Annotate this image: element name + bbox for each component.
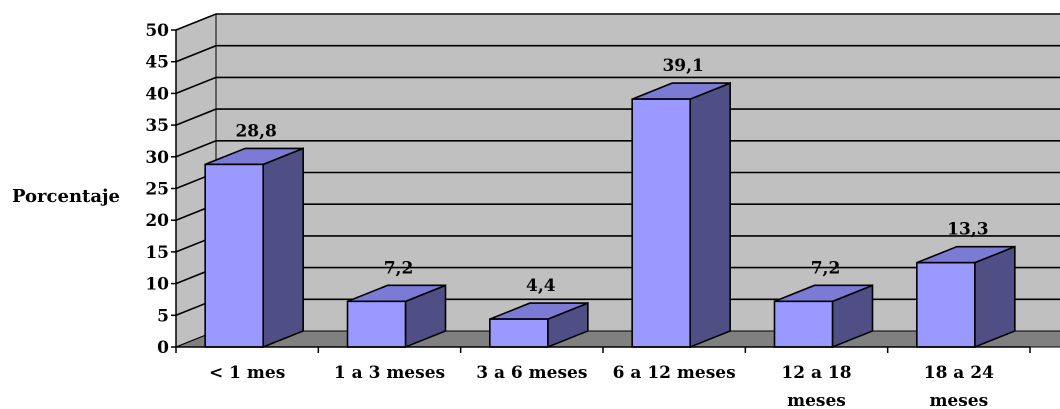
bars: 28,8 7,2 4,4 39,1 7,2 13,3 [204, 56, 1016, 349]
bar-front [916, 261, 976, 348]
y-tick-label: 0 [157, 338, 169, 358]
y-tick-label: 35 [145, 116, 169, 136]
x-axis: < 1 mes 1 a 3 meses 3 a 6 meses 6 a 12 mese… [175, 346, 1031, 409]
bar: 39,1 [631, 56, 731, 349]
gridline [175, 13, 1060, 31]
gridline [175, 108, 1060, 126]
data-label: 28,8 [235, 121, 276, 141]
bar-front [631, 98, 691, 348]
data-label: 13,3 [947, 220, 988, 240]
gridline [175, 140, 1060, 158]
bar: 7,2 [346, 258, 447, 349]
bar-front [489, 318, 549, 348]
y-tick-label: 5 [157, 306, 169, 326]
y-axis: 0 5 10 15 20 25 30 35 40 45 50 [145, 21, 177, 358]
y-tick-label: 15 [145, 243, 169, 263]
x-tick-label: < 1 mes [209, 363, 285, 383]
y-tick-label: 50 [145, 21, 169, 41]
gridline [175, 76, 1060, 95]
x-tick-label: meses [929, 391, 988, 409]
x-tick-label: meses [787, 391, 846, 409]
data-label: 7,2 [811, 258, 841, 278]
data-label: 39,1 [662, 56, 703, 76]
data-label: 7,2 [384, 258, 414, 278]
bar-front [773, 300, 834, 348]
y-tick-label: 25 [145, 180, 169, 200]
bar-front [346, 300, 407, 348]
bar: 7,2 [773, 258, 874, 349]
y-tick-label: 45 [145, 53, 169, 73]
x-tick-label: 6 a 12 meses [613, 363, 736, 383]
bar-side [689, 81, 731, 349]
y-tick-label: 10 [145, 275, 169, 295]
bar: 28,8 [204, 121, 304, 349]
y-tick-label: 20 [145, 211, 169, 231]
x-tick-label: 18 a 24 [924, 363, 994, 383]
bar-front [204, 163, 264, 348]
y-tick-label: 30 [145, 148, 169, 168]
bar: 4,4 [489, 276, 589, 349]
x-tick-label: 3 a 6 meses [476, 363, 587, 383]
bar: 13,3 [916, 220, 1016, 349]
x-tick-label: 1 a 3 meses [334, 363, 445, 383]
y-tick-label: 40 [145, 84, 169, 104]
data-label: 4,4 [526, 276, 556, 296]
y-axis-label: Porcentaje [12, 186, 120, 207]
bar-side [262, 147, 304, 349]
x-tick-label: 12 a 18 [781, 363, 851, 383]
gridline [175, 44, 1060, 63]
bar-side [974, 245, 1016, 349]
